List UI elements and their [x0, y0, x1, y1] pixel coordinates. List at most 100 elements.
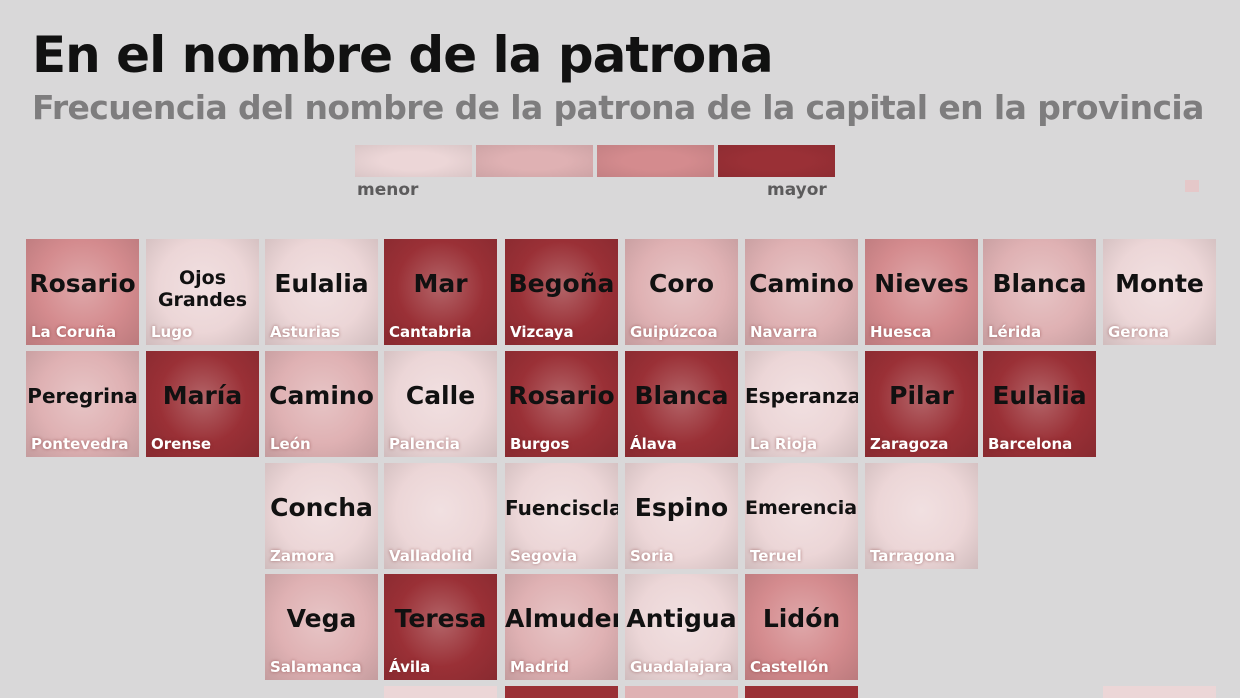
cell-patron-name: Eulalia [992, 381, 1087, 410]
cell-patron-name: Begoña [508, 269, 615, 298]
cell-patron-name: Almudena [505, 604, 618, 633]
cell-patron-name: Fuenciscla [505, 496, 618, 520]
cell-patron-name: Peregrina [27, 384, 138, 408]
cell-patron-name: Monte [1115, 269, 1204, 298]
cell-province-label: Huesca [870, 323, 932, 341]
legend-swatch-3 [597, 145, 714, 177]
heatmap-cell: Camino Navarra [745, 239, 858, 345]
cell-province-label: La Coruña [31, 323, 117, 341]
cell-province-label: Zamora [270, 547, 335, 565]
cell-province-label: Tarragona [870, 547, 956, 565]
legend-max-label: mayor [767, 180, 827, 200]
cell-province-label: Barcelona [988, 435, 1073, 453]
cell-patron-name: Concha [270, 493, 373, 522]
cell-patron-name: Esperanza [745, 384, 858, 408]
heatmap-cell: Rosario Burgos [505, 351, 618, 457]
cell-patron-name: Mar [413, 269, 468, 298]
heatmap-cell-cropped [384, 686, 497, 698]
heatmap-cell: Fuenciscla Segovia [505, 463, 618, 569]
cell-patron-name: Blanca [634, 381, 729, 410]
heatmap-cell-cropped [745, 686, 858, 698]
color-legend: menor mayor [355, 145, 835, 205]
heatmap-cell: Ojos Grandes Lugo [146, 239, 259, 345]
heatmap-cell: Espino Soria [625, 463, 738, 569]
heatmap-cell: Eulalia Asturias [265, 239, 378, 345]
heatmap-cell: Nieves Huesca [865, 239, 978, 345]
cell-province-label: Cantabria [389, 323, 472, 341]
heatmap-cell: Teresa Ávila [384, 574, 497, 680]
cell-patron-name: Coro [648, 269, 715, 298]
cell-patron-name: Nieves [874, 269, 969, 298]
cell-patron-name: Blanca [992, 269, 1087, 298]
heatmap-cell-cropped [505, 686, 618, 698]
legend-swatch-4 [718, 145, 835, 177]
cell-province-label: Gerona [1108, 323, 1169, 341]
heatmap-cell: Rosario La Coruña [26, 239, 139, 345]
chart-title: En el nombre de la patrona [32, 26, 774, 84]
cell-province-label: León [270, 435, 311, 453]
cell-patron-name: Lidón [762, 604, 841, 633]
heatmap-cell: Esperanza La Rioja [745, 351, 858, 457]
cell-province-label: Vizcaya [510, 323, 574, 341]
cell-patron-name: Emerenciana [745, 497, 858, 519]
cell-patron-name: Espino [634, 493, 729, 522]
heatmap-cell: Valladolid [384, 463, 497, 569]
cell-patron-name: Rosario [29, 269, 136, 298]
legend-swatch-2 [476, 145, 593, 177]
cell-province-label: Zaragoza [870, 435, 949, 453]
cell-province-label: Orense [151, 435, 212, 453]
cell-province-label: Valladolid [389, 547, 473, 565]
heatmap-cell: Eulalia Barcelona [983, 351, 1096, 457]
cell-patron-name: Camino [749, 269, 854, 298]
cell-patron-name: Ojos Grandes [157, 267, 248, 311]
heatmap-cell: Monte Gerona [1103, 239, 1216, 345]
heatmap-cell: Camino León [265, 351, 378, 457]
heatmap-cell: Mar Cantabria [384, 239, 497, 345]
cell-province-label: Castellón [750, 658, 829, 676]
cell-patron-name: Teresa [394, 604, 487, 633]
cell-patron-name: Vega [286, 604, 357, 633]
heatmap-cell: Vega Salamanca [265, 574, 378, 680]
heatmap-cell: Tarragona [865, 463, 978, 569]
heatmap-cell-cropped [1103, 686, 1216, 698]
cell-province-label: Madrid [510, 658, 570, 676]
cell-province-label: Ávila [389, 658, 431, 676]
heatmap-cell: Blanca Lérida [983, 239, 1096, 345]
cell-patron-name: Camino [269, 381, 374, 410]
cell-patron-name: Pilar [889, 381, 954, 410]
cell-patron-name: Eulalia [274, 269, 369, 298]
heatmap-cell: Almudena Madrid [505, 574, 618, 680]
heatmap-cell: Emerenciana Teruel [745, 463, 858, 569]
cell-province-label: Salamanca [270, 658, 362, 676]
chart-subtitle: Frecuencia del nombre de la patrona de l… [32, 88, 1204, 127]
heatmap-cell-cropped [625, 686, 738, 698]
heatmap-cell: Peregrina Pontevedra [26, 351, 139, 457]
cell-province-label: Asturias [270, 323, 340, 341]
heatmap-cell: Calle Palencia [384, 351, 497, 457]
heatmap-cell: Blanca Álava [625, 351, 738, 457]
heatmap-cell: Concha Zamora [265, 463, 378, 569]
heatmap-cell: Lidón Castellón [745, 574, 858, 680]
cell-province-label: Lugo [151, 323, 193, 341]
cell-province-label: La Rioja [750, 435, 818, 453]
heatmap-cell: María Orense [146, 351, 259, 457]
cell-province-label: Palencia [389, 435, 460, 453]
cell-province-label: Guadalajara [630, 658, 733, 676]
cell-province-label: Navarra [750, 323, 818, 341]
cell-province-label: Segovia [510, 547, 578, 565]
decorative-swatch [1185, 180, 1199, 192]
legend-min-label: menor [357, 180, 419, 200]
legend-swatch-1 [355, 145, 472, 177]
cell-patron-name: Antigua [626, 604, 737, 633]
cell-patron-name: María [162, 381, 243, 410]
cell-province-label: Burgos [510, 435, 570, 453]
cell-province-label: Pontevedra [31, 435, 129, 453]
cell-province-label: Teruel [750, 547, 802, 565]
cell-province-label: Álava [630, 435, 677, 453]
heatmap-cell: Coro Guipúzcoa [625, 239, 738, 345]
heatmap-cell: Antigua Guadalajara [625, 574, 738, 680]
heatmap-cell: Pilar Zaragoza [865, 351, 978, 457]
cell-province-label: Lérida [988, 323, 1042, 341]
heatmap-cell: Begoña Vizcaya [505, 239, 618, 345]
